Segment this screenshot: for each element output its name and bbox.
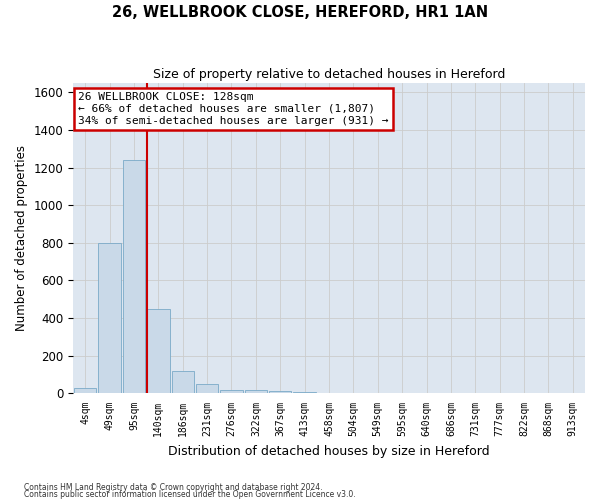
Text: Contains public sector information licensed under the Open Government Licence v3: Contains public sector information licen…: [24, 490, 356, 499]
Bar: [220, 390, 243, 394]
Bar: [269, 392, 292, 394]
Bar: [172, 370, 194, 394]
Bar: [245, 390, 267, 394]
Bar: [123, 160, 145, 394]
Text: Contains HM Land Registry data © Crown copyright and database right 2024.: Contains HM Land Registry data © Crown c…: [24, 484, 323, 492]
Text: 26, WELLBROOK CLOSE, HEREFORD, HR1 1AN: 26, WELLBROOK CLOSE, HEREFORD, HR1 1AN: [112, 5, 488, 20]
Bar: [147, 308, 170, 394]
Bar: [293, 392, 316, 394]
Text: 26 WELLBROOK CLOSE: 128sqm
← 66% of detached houses are smaller (1,807)
34% of s: 26 WELLBROOK CLOSE: 128sqm ← 66% of deta…: [78, 92, 389, 126]
Bar: [196, 384, 218, 394]
X-axis label: Distribution of detached houses by size in Hereford: Distribution of detached houses by size …: [168, 444, 490, 458]
Bar: [74, 388, 97, 394]
Title: Size of property relative to detached houses in Hereford: Size of property relative to detached ho…: [153, 68, 505, 80]
Y-axis label: Number of detached properties: Number of detached properties: [15, 145, 28, 331]
Bar: [98, 243, 121, 394]
